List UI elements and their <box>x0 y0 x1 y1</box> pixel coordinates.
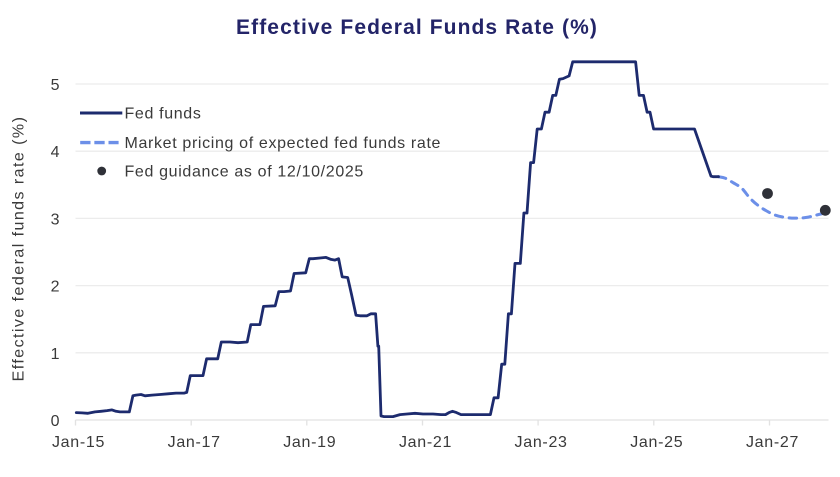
svg-text:Jan-27: Jan-27 <box>746 434 799 451</box>
svg-text:3: 3 <box>51 211 60 228</box>
svg-text:1: 1 <box>51 346 60 363</box>
svg-text:4: 4 <box>51 144 60 161</box>
svg-text:Effective Federal Funds Rate (: Effective Federal Funds Rate (%) <box>236 16 598 39</box>
svg-text:Jan-15: Jan-15 <box>52 434 105 451</box>
svg-text:Market pricing of expected fed: Market pricing of expected fed funds rat… <box>125 135 442 152</box>
svg-text:Jan-21: Jan-21 <box>399 434 452 451</box>
svg-text:Jan-17: Jan-17 <box>168 434 221 451</box>
svg-text:Jan-23: Jan-23 <box>515 434 568 451</box>
svg-text:Jan-19: Jan-19 <box>283 434 336 451</box>
svg-text:5: 5 <box>51 77 60 94</box>
svg-text:Effective federal funds rate (: Effective federal funds rate (%) <box>11 116 28 382</box>
svg-text:Jan-25: Jan-25 <box>630 434 683 451</box>
svg-text:Fed guidance as of 12/10/2025: Fed guidance as of 12/10/2025 <box>125 164 364 181</box>
svg-text:Fed funds: Fed funds <box>125 106 202 123</box>
svg-text:0: 0 <box>51 413 60 430</box>
svg-text:2: 2 <box>51 279 60 296</box>
